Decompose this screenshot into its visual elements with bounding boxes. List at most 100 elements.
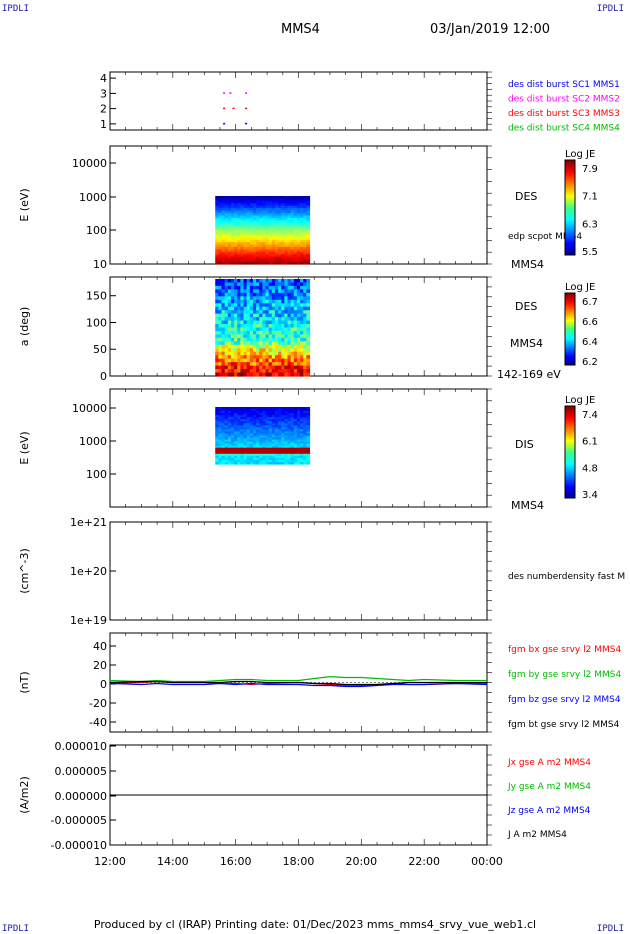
- heatmap-cell: [249, 372, 254, 377]
- heatmap-cell: [249, 453, 254, 457]
- heatmap-cell: [284, 203, 289, 207]
- heatmap-cell: [290, 431, 295, 435]
- heatmap-cell: [306, 409, 311, 412]
- heatmap-cell: [268, 362, 273, 367]
- heatmap-cell: [281, 324, 285, 329]
- heatmap-cell: [271, 256, 276, 260]
- heatmap-cell: [243, 407, 248, 410]
- heatmap-cell: [293, 215, 298, 219]
- heatmap-cell: [252, 423, 257, 426]
- heatmap-cell: [284, 306, 289, 311]
- heatmap-cell: [246, 451, 251, 455]
- heatmap-cell: [268, 372, 273, 377]
- heatmap-cell: [227, 234, 232, 238]
- heatmap-cell: [278, 372, 282, 377]
- heatmap-cell: [240, 200, 245, 204]
- heatmap-cell: [230, 299, 235, 304]
- heatmap-cell: [259, 415, 263, 418]
- heatmap-cell: [221, 234, 226, 238]
- heatmap-cell: [265, 222, 270, 226]
- heatmap-cell: [240, 222, 245, 226]
- heatmap-cell: [227, 203, 232, 207]
- heatmap-cell: [278, 413, 282, 416]
- heatmap-cell: [259, 251, 263, 255]
- heatmap-cell: [300, 441, 304, 445]
- heatmap-cell: [287, 433, 292, 437]
- heatmap-cell: [224, 413, 229, 416]
- y-tick-label: -40: [89, 716, 107, 729]
- heatmap-cell: [284, 324, 289, 329]
- heatmap-cell: [306, 234, 311, 238]
- heatmap-cell: [293, 337, 298, 342]
- heatmap-cell: [293, 217, 298, 221]
- heatmap-cell: [262, 279, 267, 284]
- heatmap-cell: [240, 261, 245, 265]
- heatmap-cell: [215, 299, 219, 304]
- heatmap-cell: [274, 407, 279, 410]
- heatmap-cell: [249, 222, 254, 226]
- heatmap-cell: [281, 303, 285, 308]
- heatmap-cell: [293, 362, 298, 367]
- heatmap-cell: [281, 365, 285, 370]
- heatmap-cell: [240, 324, 245, 329]
- heatmap-cell: [306, 330, 311, 336]
- heatmap-cell: [252, 351, 257, 356]
- heatmap-cell: [293, 237, 298, 241]
- heatmap-cell: [243, 198, 248, 202]
- heatmap-cell: [284, 443, 289, 447]
- heatmap-cell: [249, 445, 254, 449]
- heatmap-cell: [265, 242, 270, 246]
- heatmap-cell: [259, 334, 263, 339]
- heatmap-cell: [278, 421, 282, 424]
- heatmap-cell: [252, 419, 257, 422]
- heatmap-cell: [293, 355, 298, 360]
- heatmap-cell: [252, 435, 257, 439]
- heatmap-cell: [246, 234, 251, 238]
- heatmap-cell: [243, 341, 248, 346]
- heatmap-cell: [287, 355, 292, 360]
- heatmap-cell: [237, 449, 241, 453]
- heatmap-cell: [296, 341, 301, 346]
- heatmap-cell: [300, 372, 304, 377]
- burst-point: [223, 122, 226, 125]
- burst-point: [223, 92, 226, 94]
- heatmap-cell: [243, 215, 248, 219]
- heatmap-cell: [215, 303, 219, 308]
- heatmap-cell: [256, 234, 260, 238]
- heatmap-cell: [215, 230, 219, 234]
- heatmap-cell: [221, 210, 226, 214]
- heatmap-cell: [303, 220, 307, 224]
- heatmap-cell: [234, 437, 238, 441]
- heatmap-cell: [230, 415, 235, 418]
- heatmap-cell: [218, 409, 223, 412]
- heatmap-cell: [237, 227, 241, 231]
- heatmap-cell: [262, 196, 267, 200]
- heatmap-cell: [218, 310, 223, 315]
- heatmap-cell: [259, 317, 263, 322]
- heatmap-cell: [256, 429, 260, 433]
- heatmap-cell: [259, 196, 263, 200]
- heatmap-cell: [278, 351, 282, 356]
- heatmap-cell: [230, 451, 235, 455]
- heatmap-cell: [278, 437, 282, 441]
- heatmap-cell: [240, 334, 245, 339]
- heatmap-cell: [240, 313, 245, 318]
- heatmap-cell: [262, 242, 267, 246]
- heatmap-cell: [290, 259, 295, 263]
- heatmap-cell: [296, 411, 301, 414]
- heatmap-cell: [290, 348, 295, 353]
- heatmap-cell: [243, 351, 248, 356]
- heatmap-cell: [218, 225, 223, 229]
- heatmap-cell: [227, 429, 232, 433]
- heatmap-cell: [293, 441, 298, 445]
- heatmap-cell: [278, 415, 282, 418]
- heatmap-cell: [259, 244, 263, 248]
- heatmap-cell: [215, 242, 219, 246]
- heatmap-cell: [281, 459, 285, 463]
- heatmap-cell: [221, 439, 226, 443]
- heatmap-cell: [249, 351, 254, 356]
- heatmap-cell: [300, 407, 304, 410]
- heatmap-cell: [215, 234, 219, 238]
- heatmap-cell: [227, 441, 232, 445]
- heatmap-cell: [287, 348, 292, 353]
